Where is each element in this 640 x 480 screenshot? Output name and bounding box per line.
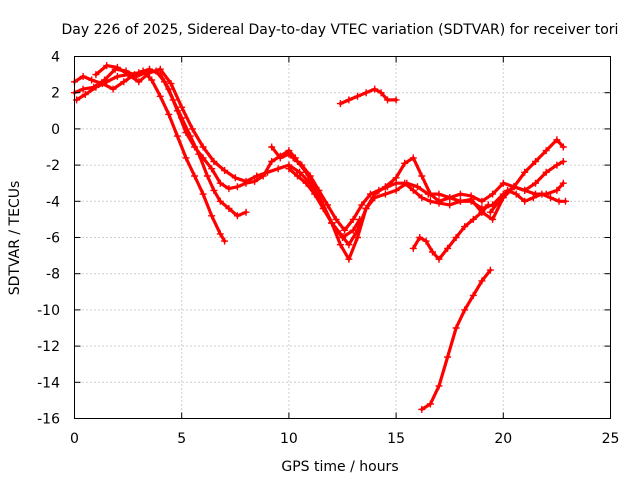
series-arc-1 (71, 67, 229, 245)
y-tick-label: -14 (37, 375, 60, 391)
y-tick-label: -16 (37, 412, 60, 428)
data-point-markers (486, 186, 569, 216)
data-point-markers (71, 65, 250, 220)
series-line (72, 67, 248, 218)
y-tick-label: 0 (51, 122, 60, 138)
y-tick-label: -12 (37, 339, 60, 355)
data-point-markers (336, 85, 400, 108)
y-tick-label: -4 (46, 194, 60, 210)
x-tick-label: 25 (602, 431, 620, 447)
x-tick-label: 15 (387, 431, 405, 447)
y-axis-label: SDTVAR / TECUs (7, 181, 23, 296)
series-line (420, 268, 492, 411)
y-tick-label: -6 (46, 231, 60, 247)
series-arc-8 (486, 186, 569, 216)
series-arc-2 (71, 65, 250, 220)
series-arc-11 (418, 266, 494, 413)
y-tick-label: -8 (46, 267, 60, 283)
series-line (488, 188, 568, 214)
x-tick-label: 0 (70, 431, 79, 447)
series-layer (71, 62, 569, 413)
data-point-markers (92, 62, 364, 241)
x-tick-label: 20 (494, 431, 512, 447)
y-tick-label: -10 (37, 303, 60, 319)
data-point-markers (409, 201, 492, 263)
data-point-markers (71, 67, 229, 245)
series-arc-9 (336, 85, 400, 108)
y-tick-label: -2 (46, 158, 60, 174)
series-arc-10 (409, 201, 492, 263)
series-line (94, 63, 362, 240)
series-arc-4 (92, 62, 364, 241)
series-line (411, 203, 490, 261)
x-axis-label: GPS time / hours (281, 459, 398, 475)
y-tick-label: 4 (51, 50, 60, 66)
data-point-markers (418, 266, 494, 413)
x-tick-label: 10 (280, 431, 298, 447)
series-arc-7 (289, 154, 567, 234)
chart-title: Day 226 of 2025, Sidereal Day-to-day VTE… (62, 22, 619, 38)
x-tick-label: 5 (177, 431, 186, 447)
y-tick-label: 2 (51, 86, 60, 102)
